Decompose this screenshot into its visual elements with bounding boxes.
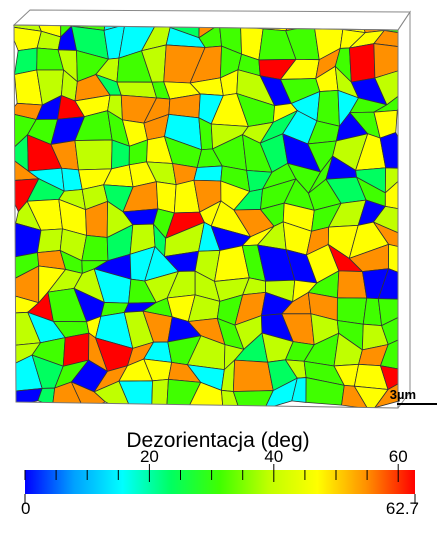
colorbar [25, 470, 415, 494]
colorbar-max-label: 62.7 [386, 499, 419, 518]
tick-label: 60 [389, 447, 408, 466]
grain [75, 140, 112, 170]
grain [37, 229, 62, 253]
grain [337, 271, 366, 298]
grain [1, 3, 42, 31]
tick-label: 20 [140, 447, 159, 466]
grain [356, 5, 388, 33]
grain [155, 3, 170, 27]
grain [384, 4, 405, 33]
grain [337, 298, 366, 324]
scale-bar-label: 3µm [390, 387, 416, 402]
grain [343, 5, 365, 33]
grain [349, 44, 374, 83]
grain [380, 133, 413, 169]
grain [314, 9, 343, 29]
microstructure [1, 0, 414, 417]
figure: 3µm Dezorientacja (deg) 062.7204060 [0, 0, 437, 539]
grain [233, 360, 273, 391]
grain [125, 3, 157, 24]
grain [82, 235, 108, 260]
grain [152, 379, 169, 415]
tick-label: 40 [264, 447, 283, 466]
grain [219, 7, 250, 26]
box-edge [398, 12, 410, 408]
colorbar-min-label: 0 [21, 499, 30, 518]
grain [3, 388, 42, 410]
grain [156, 182, 176, 213]
grain [317, 90, 340, 126]
grain [286, 9, 315, 30]
grain [194, 166, 222, 181]
